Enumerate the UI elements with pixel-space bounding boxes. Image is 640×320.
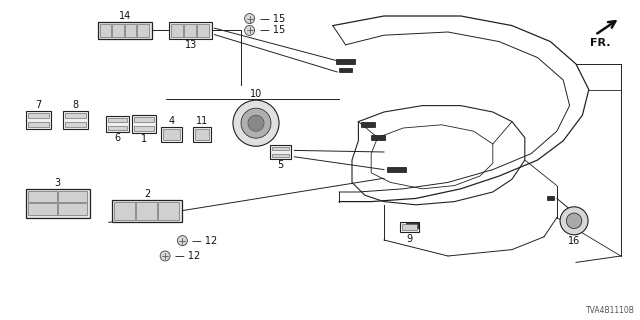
Text: FR.: FR. — [589, 38, 611, 48]
Bar — [134, 126, 154, 131]
Text: 2: 2 — [144, 189, 150, 199]
Text: — 15: — 15 — [260, 25, 285, 36]
Text: 9: 9 — [406, 234, 413, 244]
Text: 11: 11 — [195, 116, 208, 126]
Bar — [197, 24, 209, 37]
Bar — [125, 24, 136, 37]
Circle shape — [560, 207, 588, 235]
Text: 6: 6 — [114, 133, 120, 143]
Bar — [65, 113, 86, 118]
Bar — [28, 122, 49, 127]
Circle shape — [566, 213, 582, 228]
Bar — [161, 127, 182, 142]
Bar — [136, 202, 157, 220]
Text: 8: 8 — [72, 100, 79, 110]
Bar — [28, 113, 49, 118]
Bar — [272, 154, 289, 157]
Bar — [65, 122, 86, 127]
Bar — [158, 202, 179, 220]
Bar — [26, 189, 90, 218]
Circle shape — [177, 236, 188, 246]
Bar — [98, 22, 152, 39]
Text: 10: 10 — [250, 89, 262, 99]
Bar — [134, 117, 154, 122]
Bar — [400, 222, 419, 232]
Bar — [112, 24, 124, 37]
Bar — [387, 167, 406, 172]
Bar — [339, 68, 352, 72]
Bar — [108, 118, 127, 122]
Bar — [336, 59, 355, 64]
Bar — [406, 223, 419, 228]
Bar — [58, 191, 86, 202]
Text: 5: 5 — [277, 160, 284, 170]
Bar — [195, 129, 209, 140]
Text: 16: 16 — [568, 236, 580, 246]
Bar — [169, 22, 212, 39]
Bar — [58, 203, 86, 215]
Text: 7: 7 — [35, 100, 42, 110]
Text: 13: 13 — [184, 40, 197, 50]
Bar — [371, 135, 385, 140]
Text: — 12: — 12 — [193, 236, 218, 246]
Circle shape — [248, 115, 264, 131]
Bar — [270, 145, 291, 159]
Bar — [171, 24, 183, 37]
Bar — [402, 224, 417, 230]
Bar — [112, 200, 182, 222]
Circle shape — [241, 108, 271, 138]
Text: 14: 14 — [118, 11, 131, 20]
Bar — [108, 126, 127, 131]
Bar — [138, 24, 149, 37]
Bar — [28, 191, 56, 202]
Bar — [100, 24, 111, 37]
Bar — [361, 122, 375, 127]
Circle shape — [233, 100, 279, 146]
Bar — [28, 203, 56, 215]
Bar — [193, 127, 211, 142]
Bar — [106, 116, 129, 132]
Bar — [63, 111, 88, 129]
Bar — [163, 129, 180, 140]
Bar — [184, 24, 196, 37]
Circle shape — [244, 13, 255, 24]
Text: 4: 4 — [168, 116, 175, 126]
Bar — [114, 202, 135, 220]
Circle shape — [160, 251, 170, 261]
Bar — [547, 196, 554, 200]
Bar — [26, 111, 51, 129]
Circle shape — [244, 25, 255, 36]
Text: 1: 1 — [141, 134, 147, 144]
Text: — 12: — 12 — [175, 251, 200, 261]
Bar — [132, 116, 156, 133]
Text: — 15: — 15 — [260, 13, 285, 24]
Text: 3: 3 — [54, 178, 61, 188]
Bar — [272, 147, 289, 150]
Text: TVA4B1110B: TVA4B1110B — [586, 306, 635, 315]
